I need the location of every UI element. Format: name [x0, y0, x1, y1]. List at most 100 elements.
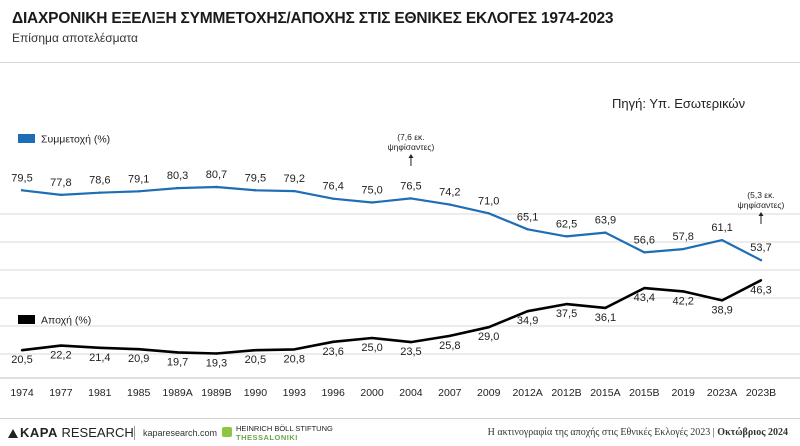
data-point-0-4 [176, 186, 179, 190]
data-point-1-7 [293, 348, 296, 351]
data-point-1-1 [59, 344, 63, 347]
footer-note-text: Η ακτινογραφία της αποχής στις Εθνικές Ε… [487, 427, 711, 438]
x-tick-label-6: 1990 [244, 387, 268, 399]
data-point-1-5 [215, 352, 218, 355]
hb-line2: THESSALONIKI [236, 433, 298, 442]
annotation-arrowhead-0 [408, 154, 414, 158]
x-tick-label-8: 1996 [321, 387, 345, 399]
heinrich-boll-logo[interactable]: HEINRICH BÖLL STIFTUNG THESSALONIKI [222, 424, 333, 442]
x-tick-label-12: 2009 [477, 387, 501, 399]
annotation-line2-1: ψηφίσαντες) [738, 200, 785, 210]
data-point-0-5 [215, 185, 218, 189]
data-label-1-9: 25,0 [361, 342, 382, 354]
x-tick-label-9: 2000 [360, 387, 384, 399]
data-point-0-12 [487, 212, 490, 215]
x-tick-label-19: 2023B [746, 387, 776, 399]
annotation-line2-0: ψηφίσαντες) [388, 142, 435, 152]
legend-label-1: Αποχή (%) [41, 315, 91, 327]
footer: KAPA RESEARCH kaparesearch.com HEINRICH … [0, 418, 800, 446]
legend-label-0: Συμμετοχή (%) [41, 134, 110, 146]
data-point-1-6 [254, 349, 257, 352]
series-line-0 [21, 185, 762, 262]
annotation-arrowhead-1 [758, 212, 764, 216]
data-point-0-19 [759, 259, 763, 262]
data-point-1-19 [759, 279, 763, 282]
data-label-0-6: 79,5 [245, 172, 266, 184]
data-label-1-5: 19,3 [206, 358, 227, 370]
data-point-0-7 [293, 189, 296, 193]
data-point-0-6 [254, 189, 257, 192]
data-point-0-14 [565, 235, 568, 238]
kapa-brand-bold: KAPA [20, 425, 58, 440]
data-point-0-1 [59, 193, 63, 197]
data-label-1-19: 46,3 [750, 284, 771, 296]
data-label-0-7: 79,2 [284, 173, 305, 185]
data-label-1-2: 21,4 [89, 352, 110, 364]
data-label-0-18: 61,1 [711, 222, 732, 234]
data-point-0-15 [604, 231, 607, 234]
annotation-line1-0: (7,6 εκ. [397, 132, 424, 142]
x-tick-label-16: 2015B [629, 387, 659, 399]
kapa-url-link[interactable]: kaparesearch.com [143, 428, 218, 438]
x-tick-label-14: 2012B [551, 387, 581, 399]
data-point-1-15 [604, 306, 607, 310]
x-tick-label-4: 1989A [162, 387, 192, 399]
x-tick-label-5: 1989B [201, 387, 231, 399]
data-point-0-8 [331, 197, 335, 200]
data-label-0-17: 57,8 [672, 231, 693, 243]
data-point-1-9 [370, 336, 374, 340]
data-label-0-16: 56,6 [634, 234, 655, 246]
kapa-triangle-icon [8, 429, 18, 438]
data-label-1-7: 20,8 [284, 353, 305, 365]
x-tick-label-1: 1977 [49, 387, 73, 399]
data-point-1-17 [682, 290, 685, 293]
data-point-0-3 [137, 190, 140, 193]
data-point-1-4 [176, 351, 179, 354]
data-point-0-17 [682, 247, 685, 251]
kapa-brand-rest: RESEARCH [61, 425, 134, 440]
x-tick-label-15: 2015A [590, 387, 620, 399]
header-divider [0, 62, 800, 63]
data-label-1-3: 20,9 [128, 353, 149, 365]
data-label-0-11: 74,2 [439, 187, 460, 199]
footer-note: Η ακτινογραφία της αποχής στις Εθνικές Ε… [487, 427, 788, 438]
data-point-1-13 [526, 309, 529, 313]
x-tick-label-2: 1981 [88, 387, 112, 399]
x-tick-label-7: 1993 [283, 387, 307, 399]
source-label: Πηγή: Υπ. Εσωτερικών [612, 96, 746, 111]
x-tick-label-11: 2007 [438, 387, 462, 399]
data-point-0-9 [370, 201, 374, 204]
kapa-research-logo[interactable]: KAPA RESEARCH [8, 425, 134, 440]
chart-title: ΔΙΑΧΡΟΝΙΚΗ ΕΞΕΛΙΞΗ ΣΥΜΜΕΤΟΧΗΣ/ΑΠΟΧΗΣ ΣΤΙ… [12, 10, 614, 27]
data-label-0-1: 77,8 [50, 177, 71, 189]
data-point-0-11 [448, 203, 452, 206]
data-label-0-9: 75,0 [361, 184, 382, 196]
footer-date: Οκτώβριος 2024 [717, 427, 788, 438]
line-chart: 79,5 77,8 78,6 79,1 80,3 80,7 79,5 79,2 76,4 75,0… [0, 132, 800, 399]
data-point-0-13 [526, 228, 529, 231]
data-point-0-0 [20, 189, 24, 192]
x-tick-label-10: 2004 [399, 387, 423, 399]
data-label-0-4: 80,3 [167, 170, 188, 182]
x-tick-label-3: 1985 [127, 387, 151, 399]
data-point-0-16 [643, 251, 646, 254]
x-tick-label-13: 2012A [512, 387, 542, 399]
x-tick-label-17: 2019 [672, 387, 696, 399]
x-tick-label-18: 2023A [707, 387, 737, 399]
data-label-0-8: 76,4 [322, 181, 343, 193]
data-label-1-18: 38,9 [711, 304, 732, 316]
chart-subtitle: Επίσημα αποτελέσματα [12, 31, 138, 45]
data-point-1-8 [331, 340, 335, 344]
data-point-1-3 [137, 347, 140, 351]
data-point-0-2 [98, 191, 101, 194]
data-label-1-16: 43,4 [634, 292, 655, 304]
hb-line1: HEINRICH BÖLL STIFTUNG [236, 424, 333, 433]
footer-separator [134, 426, 135, 440]
data-point-0-10 [409, 197, 413, 200]
data-label-1-17: 42,2 [672, 295, 693, 307]
series-line-1 [21, 279, 762, 355]
data-label-1-4: 19,7 [167, 356, 188, 368]
data-label-1-0: 20,5 [11, 354, 32, 366]
data-label-0-0: 79,5 [11, 172, 32, 184]
data-label-0-13: 65,1 [517, 211, 538, 223]
